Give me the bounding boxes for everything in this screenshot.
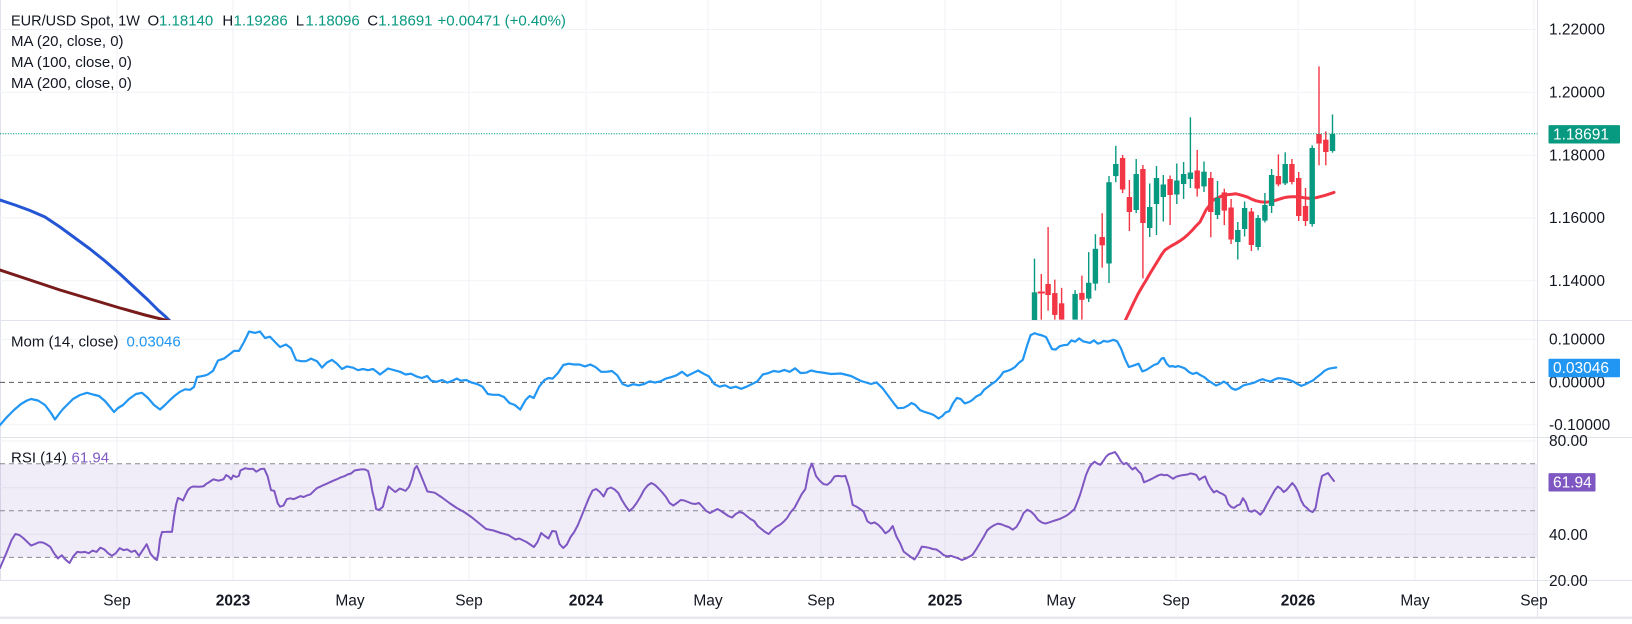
svg-text:O: O — [148, 13, 160, 30]
svg-text:Sep: Sep — [103, 592, 131, 609]
svg-text:61.94: 61.94 — [1553, 475, 1592, 492]
svg-text:2026: 2026 — [1281, 592, 1316, 609]
svg-text:Mom (14, close): Mom (14, close) — [11, 333, 119, 350]
svg-text:40.00: 40.00 — [1549, 527, 1588, 544]
svg-text:20.00: 20.00 — [1549, 573, 1588, 590]
svg-text:May: May — [693, 592, 723, 609]
svg-text:0.10000: 0.10000 — [1549, 331, 1605, 348]
svg-text:1.14000: 1.14000 — [1549, 273, 1605, 290]
svg-text:1.18691: 1.18691 — [378, 13, 432, 30]
svg-text:2023: 2023 — [216, 592, 251, 609]
svg-text:0.03046: 0.03046 — [1553, 360, 1609, 377]
svg-text:1.18140: 1.18140 — [159, 13, 213, 30]
svg-text:MA (200, close, 0): MA (200, close, 0) — [11, 75, 132, 92]
svg-text:May: May — [335, 592, 365, 609]
svg-text:Sep: Sep — [807, 592, 835, 609]
svg-text:0.03046: 0.03046 — [127, 333, 181, 350]
svg-text:MA (20, close, 0): MA (20, close, 0) — [11, 33, 124, 50]
svg-text:2024: 2024 — [569, 592, 604, 609]
svg-text:1.16000: 1.16000 — [1549, 210, 1605, 227]
svg-text:L: L — [296, 13, 304, 30]
svg-text:1.19286: 1.19286 — [234, 13, 288, 30]
svg-text:EUR/USD Spot, 1W: EUR/USD Spot, 1W — [11, 14, 140, 30]
svg-text:-0.10000: -0.10000 — [1549, 417, 1611, 434]
svg-text:1.18691: 1.18691 — [1553, 127, 1609, 144]
svg-text:2025: 2025 — [928, 592, 963, 609]
svg-text:MA (100, close, 0): MA (100, close, 0) — [11, 54, 132, 71]
svg-text:C: C — [367, 13, 378, 30]
svg-text:1.18000: 1.18000 — [1549, 147, 1605, 164]
svg-text:Sep: Sep — [455, 592, 483, 609]
svg-text:+0.00471 (+0.40%): +0.00471 (+0.40%) — [438, 13, 566, 30]
svg-text:May: May — [1400, 592, 1430, 609]
svg-text:Sep: Sep — [1162, 592, 1190, 609]
svg-text:80.00: 80.00 — [1549, 433, 1588, 450]
svg-text:1.22000: 1.22000 — [1549, 22, 1605, 39]
svg-text:1.20000: 1.20000 — [1549, 85, 1605, 102]
svg-text:Sep: Sep — [1520, 592, 1548, 609]
svg-text:H: H — [222, 13, 233, 30]
svg-text:61.94: 61.94 — [72, 449, 110, 466]
svg-text:0.00000: 0.00000 — [1549, 375, 1605, 392]
svg-text:1.18096: 1.18096 — [306, 13, 360, 30]
svg-text:May: May — [1046, 592, 1076, 609]
svg-text:RSI (14): RSI (14) — [11, 449, 67, 466]
